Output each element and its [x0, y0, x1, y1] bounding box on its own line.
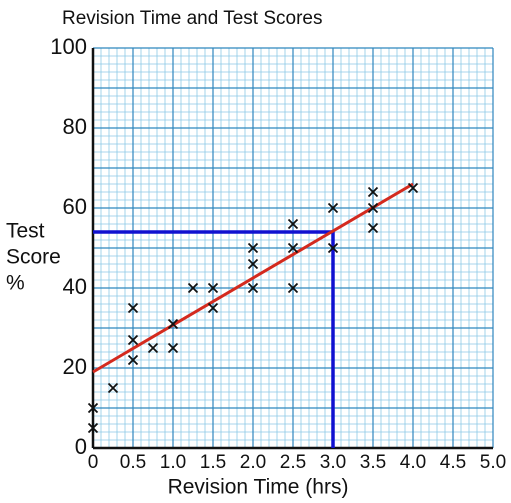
data-point	[87, 402, 99, 414]
data-point	[87, 422, 99, 434]
data-point	[207, 282, 219, 294]
data-point	[147, 342, 159, 354]
x-tick-label: 4.5	[440, 452, 466, 473]
fit-line	[92, 182, 414, 374]
data-point	[247, 258, 259, 270]
chart-title: Revision Time and Test Scores	[62, 8, 323, 29]
data-point	[407, 182, 419, 194]
data-point	[287, 242, 299, 254]
data-point	[327, 242, 339, 254]
x-tick-label: 3.5	[360, 452, 386, 473]
data-point	[127, 302, 139, 314]
x-tick-label: 4.0	[400, 452, 426, 473]
x-tick-label: 3.0	[320, 452, 346, 473]
data-point	[107, 382, 119, 394]
data-point	[187, 282, 199, 294]
data-point	[167, 342, 179, 354]
x-tick-label: 1.0	[160, 452, 186, 473]
data-point	[247, 282, 259, 294]
x-tick-label: 2.0	[240, 452, 266, 473]
data-point	[367, 186, 379, 198]
data-point	[247, 242, 259, 254]
y-axis-label: %	[6, 272, 25, 295]
data-point	[367, 222, 379, 234]
x-tick-label: 2.5	[280, 452, 306, 473]
x-tick-label: 5.0	[480, 452, 506, 473]
data-point	[127, 354, 139, 366]
data-point	[207, 302, 219, 314]
y-tick-label: 0	[75, 434, 87, 459]
x-tick-label: 1.5	[200, 452, 226, 473]
data-point	[287, 282, 299, 294]
data-point	[127, 334, 139, 346]
x-axis-label: Revision Time (hrs)	[168, 476, 349, 499]
data-point	[167, 318, 179, 330]
y-tick-label: 20	[63, 354, 87, 379]
y-axis-label: Test	[6, 220, 45, 243]
x-tick-label: 0.5	[120, 452, 146, 473]
y-tick-label: 40	[63, 274, 87, 299]
data-point	[287, 218, 299, 230]
data-point	[367, 202, 379, 214]
y-axis-label: Score	[6, 246, 61, 269]
data-point	[327, 202, 339, 214]
y-tick-label: 100	[50, 34, 87, 59]
y-tick-label: 60	[63, 194, 87, 219]
y-tick-label: 80	[63, 114, 87, 139]
x-tick-label: 0	[88, 452, 99, 473]
